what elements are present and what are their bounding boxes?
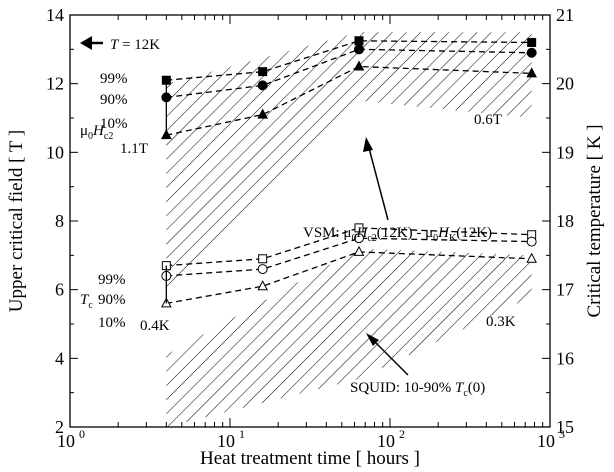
x-tick-exponent: 0 <box>79 427 85 441</box>
data-point-triangle <box>526 67 537 78</box>
temperature-note: T = 12K <box>80 36 160 53</box>
tc-label-90: 90% <box>98 292 126 308</box>
x-tick-exponent: 3 <box>559 427 565 441</box>
right-y-tick-label: 17 <box>556 280 574 300</box>
tc-group-symbol: Tc <box>80 292 93 311</box>
left-y-tick-label: 6 <box>55 280 64 300</box>
hc2-width-left: 1.1T <box>120 141 148 157</box>
vsm-annotation: VSM: μ0Hc2(12K) - μ0HK(12K) <box>303 137 492 244</box>
data-point-triangle <box>257 108 268 119</box>
hc2-group-labels: 99% 90% μ0Hc2 10% 1.1T 0.6T <box>80 71 502 157</box>
data-point-square <box>258 254 268 264</box>
right-y-tick-label: 18 <box>556 211 574 231</box>
series-group <box>160 36 537 308</box>
tc-group-labels: 99% 90% Tc 10% 0.4K 0.3K <box>80 272 516 334</box>
vsm-arrow-icon <box>363 137 373 152</box>
data-point-triangle <box>526 252 537 263</box>
right-y-axis-label: Critical temperature [ K ] <box>584 124 605 317</box>
data-point-circle <box>353 44 364 55</box>
vsm-hatched-region <box>166 32 532 290</box>
squid-annotation: SQUID: 10-90% Tc(0) <box>350 333 485 399</box>
squid-arrow-icon <box>366 333 379 346</box>
svg-text:VSM: μ0Hc2(12K) - μ0HK(12K): VSM: μ0Hc2(12K) - μ0HK(12K) <box>303 225 492 244</box>
squid-hatched-region <box>166 248 532 427</box>
left-y-tick-label: 2 <box>55 417 64 437</box>
right-y-tick-label: 16 <box>556 348 574 368</box>
svg-text:T = 12K: T = 12K <box>110 37 160 53</box>
right-y-tick-label: 15 <box>556 417 574 437</box>
x-tick-label: 10 <box>217 431 235 451</box>
left-y-axis-ticks: 2 4 6 8 10 12 14 <box>46 5 78 437</box>
left-y-tick-label: 8 <box>55 211 64 231</box>
series-line <box>166 40 532 81</box>
data-point-circle <box>353 233 364 244</box>
right-y-tick-label: 20 <box>556 74 574 94</box>
data-point-circle <box>526 236 537 247</box>
x-tick-label: 10 <box>57 431 75 451</box>
hc2-group-symbol: μ0Hc2 <box>80 123 113 142</box>
hc2-label-90: 90% <box>100 92 128 108</box>
data-point-square <box>354 36 364 46</box>
series-line <box>166 65 532 136</box>
left-arrow-icon <box>80 36 92 50</box>
right-y-tick-label: 19 <box>556 142 574 162</box>
left-y-tick-label: 12 <box>46 74 64 94</box>
x-tick-exponent: 2 <box>399 427 405 441</box>
x-tick-label: 10 <box>377 431 395 451</box>
left-y-tick-label: 4 <box>55 348 64 368</box>
hc2-label-99: 99% <box>100 71 128 87</box>
data-point-triangle <box>257 280 268 291</box>
series-tc-90 <box>161 233 537 281</box>
data-point-square <box>354 223 364 233</box>
data-point-square <box>258 67 268 77</box>
x-axis-ticks: 10 0 10 1 10 2 10 3 <box>57 15 565 451</box>
hatched-regions <box>166 32 532 427</box>
left-y-tick-label: 10 <box>46 142 64 162</box>
hc2-label-10-text: 10% <box>100 116 128 132</box>
data-point-square <box>527 37 537 47</box>
series-line <box>166 227 532 267</box>
data-point-circle <box>257 264 268 275</box>
left-y-axis-label: Upper critical field [ T ] <box>6 130 27 312</box>
data-point-circle <box>257 80 268 91</box>
right-y-axis-ticks: 15 16 17 18 19 20 21 <box>542 5 574 437</box>
series-line <box>166 237 532 277</box>
data-point-circle <box>526 47 537 58</box>
tc-width-left: 0.4K <box>140 318 170 334</box>
tc-width-right: 0.3K <box>486 314 516 330</box>
svg-text:SQUID: 10-90% Tc(0): SQUID: 10-90% Tc(0) <box>350 380 485 399</box>
tc-label-10: 10% <box>98 315 126 331</box>
data-point-triangle <box>353 245 365 256</box>
hc2-width-right: 0.6T <box>474 112 502 128</box>
x-tick-label: 10 <box>537 431 555 451</box>
x-axis-label: Heat treatment time [ hours ] <box>200 448 420 469</box>
series-tc-10 <box>160 245 537 308</box>
data-point-triangle <box>353 60 365 71</box>
x-tick-exponent: 1 <box>239 427 245 441</box>
tc-label-99: 99% <box>98 272 126 288</box>
left-y-tick-label: 14 <box>46 5 64 25</box>
right-y-tick-label: 21 <box>556 5 574 25</box>
